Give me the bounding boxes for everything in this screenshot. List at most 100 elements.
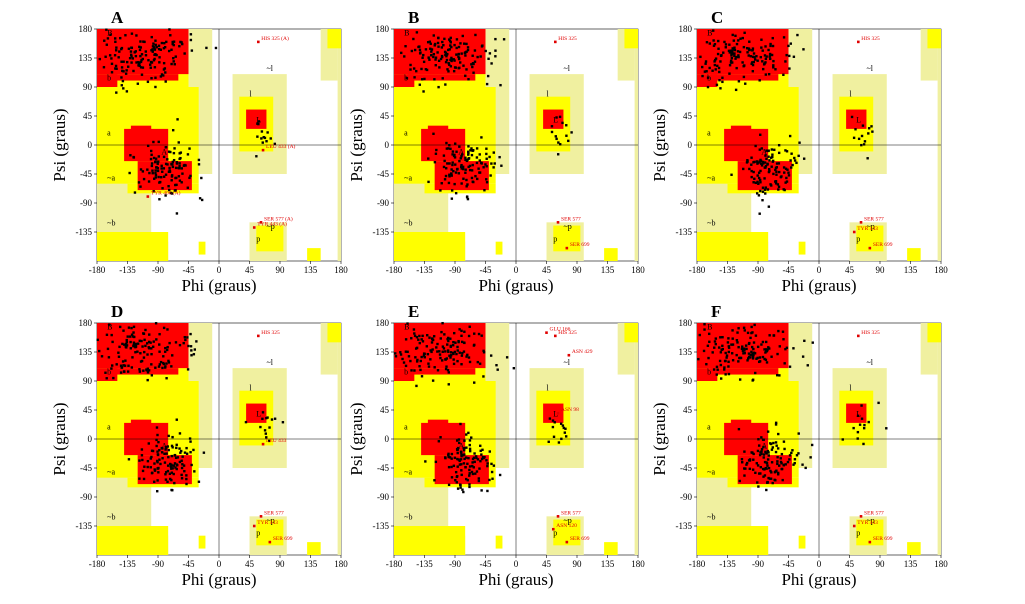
residue-point: [763, 161, 767, 164]
residue-point: [481, 448, 484, 452]
residue-point: [417, 338, 420, 341]
residue-point: [776, 447, 780, 450]
residue-point: [449, 147, 452, 151]
residue-point: [186, 368, 190, 371]
residue-point: [739, 37, 742, 40]
residue-point: [125, 340, 129, 344]
residue-point: [752, 170, 755, 174]
residue-point: [162, 175, 166, 178]
residue-point: [138, 339, 141, 343]
residue-point: [758, 356, 762, 359]
residue-point: [140, 58, 143, 62]
residue-point: [768, 347, 771, 350]
x-tick-label: -45: [480, 265, 492, 275]
residue-point: [464, 158, 467, 162]
residue-point: [468, 449, 472, 453]
residue-point: [561, 424, 565, 427]
residue-point: [119, 36, 122, 40]
residue-point: [171, 40, 174, 44]
residue-point: [144, 50, 147, 53]
x-tick-label: -45: [783, 559, 795, 569]
residue-point: [175, 160, 179, 164]
residue-point: [447, 371, 450, 374]
residue-point: [171, 128, 175, 132]
residue-point: [486, 489, 489, 493]
residue-point: [470, 436, 473, 439]
residue-point: [466, 183, 469, 186]
residue-point: [752, 452, 755, 456]
y-tick-label: 45: [683, 405, 693, 415]
residue-point: [125, 69, 128, 72]
residue-point: [860, 404, 863, 407]
residue-point: [474, 33, 477, 37]
residue-point: [758, 212, 761, 215]
residue-point: [138, 64, 141, 68]
outlier-point: [859, 515, 863, 518]
residue-point: [448, 38, 451, 41]
residue-point: [214, 46, 218, 50]
residue-point: [141, 458, 144, 462]
residue-point: [746, 331, 750, 335]
residue-point: [139, 185, 142, 188]
y-tick-label: 0: [688, 434, 693, 444]
x-tick-label: -180: [386, 559, 403, 569]
outlier-label: HIS 325: [261, 330, 280, 336]
residue-point: [413, 334, 417, 338]
x-tick-label: 0: [817, 265, 822, 275]
residue-point: [443, 50, 447, 54]
residue-point: [481, 44, 484, 47]
residue-point: [394, 355, 398, 358]
residue-point: [770, 165, 773, 168]
residue-point: [750, 325, 753, 329]
residue-point: [806, 364, 809, 367]
residue-point: [173, 462, 177, 465]
residue-point: [152, 156, 156, 160]
region-label: ~l: [266, 64, 273, 73]
residue-point: [771, 36, 774, 40]
residue-point: [555, 116, 558, 119]
residue-point: [440, 330, 443, 334]
residue-point: [486, 464, 489, 468]
residue-point: [460, 454, 463, 458]
residue-point: [470, 153, 474, 157]
residue-point: [129, 53, 133, 57]
residue-point: [703, 328, 706, 331]
residue-point: [142, 332, 146, 335]
residue-point: [140, 339, 143, 343]
residue-point: [758, 453, 762, 457]
residue-point: [427, 365, 431, 368]
residue-point: [164, 173, 168, 176]
residue-point: [172, 57, 175, 60]
residue-point: [449, 36, 452, 40]
y-tick-label: 180: [679, 318, 693, 328]
residue-point: [714, 342, 717, 346]
residue-point: [424, 460, 427, 463]
residue-point: [764, 358, 768, 362]
residue-point: [187, 344, 190, 348]
most-favoured-region: [697, 323, 867, 485]
panel-letter: F: [711, 302, 721, 321]
residue-point: [754, 334, 758, 337]
x-tick-label: 90: [876, 265, 886, 275]
residue-point: [448, 175, 451, 178]
residue-point: [726, 341, 730, 344]
residue-point: [404, 350, 408, 353]
residue-point: [105, 377, 108, 380]
x-tick-label: 135: [904, 265, 918, 275]
residue-point: [154, 173, 158, 177]
residue-point: [776, 460, 779, 463]
residue-point: [460, 469, 463, 472]
residue-point: [184, 338, 187, 342]
residue-point: [170, 174, 174, 177]
residue-point: [445, 357, 448, 360]
residue-point: [456, 465, 459, 468]
residue-point: [118, 345, 121, 349]
residue-point: [781, 478, 784, 482]
residue-point: [467, 334, 471, 338]
residue-point: [776, 471, 780, 475]
region-label: ~p: [266, 222, 274, 231]
residue-point: [867, 420, 870, 424]
y-tick-label: -90: [680, 492, 692, 502]
residue-point: [759, 55, 763, 59]
residue-point: [790, 451, 793, 455]
